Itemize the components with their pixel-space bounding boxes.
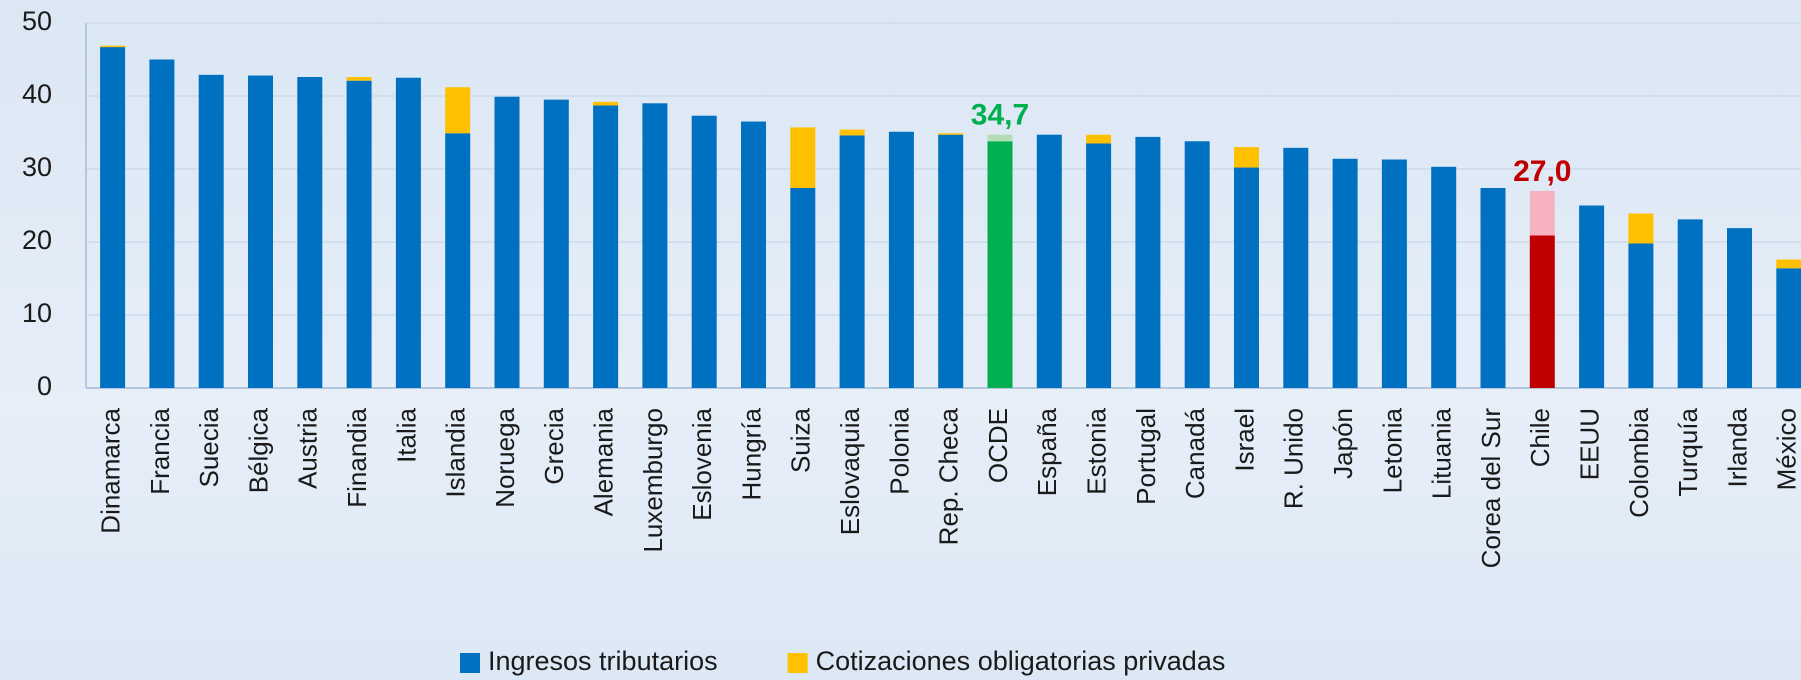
legend-label: Ingresos tributarios <box>488 646 718 676</box>
bar-segment <box>790 187 816 388</box>
bar-segment <box>888 131 914 388</box>
bar-segment <box>1776 259 1801 269</box>
bar-segment <box>100 47 126 389</box>
y-tick-label: 40 <box>22 79 52 109</box>
bar-segment <box>741 121 766 389</box>
bar-segment <box>543 99 569 389</box>
bar-segment <box>1184 141 1210 388</box>
bar-segment <box>395 77 421 388</box>
y-tick-label: 30 <box>22 152 52 182</box>
bar-segment <box>1579 205 1605 388</box>
x-tick-label: Noruega <box>490 407 520 507</box>
bar-segment <box>839 129 865 136</box>
bar-segment <box>1677 219 1703 388</box>
y-tick-label: 0 <box>37 371 52 401</box>
bar-segment <box>1234 167 1259 388</box>
x-tick-label: Finandia <box>342 407 372 507</box>
x-tick-label: Luxemburgo <box>638 408 668 553</box>
bar-segment <box>593 105 619 389</box>
bar-segment <box>987 134 1013 142</box>
x-tick-label: Suiza <box>786 407 816 473</box>
x-tick-label: Corea del Sur <box>1476 408 1506 569</box>
bar-segment <box>691 115 717 389</box>
bar-segment <box>297 77 323 389</box>
x-tick-label: Rep. Checa <box>934 407 964 545</box>
x-tick-label: Islandia <box>441 407 471 497</box>
bar-segment <box>100 45 126 48</box>
bar-segment <box>1628 243 1654 388</box>
x-tick-label: Israel <box>1229 408 1259 472</box>
bar-segment <box>1283 147 1309 388</box>
x-tick-label: Turquía <box>1673 407 1703 496</box>
x-tick-label: Eslovaquia <box>835 407 865 535</box>
bar-segment <box>346 77 372 81</box>
bar-segment <box>1036 134 1062 388</box>
x-tick-label: España <box>1032 407 1062 496</box>
y-tick-label: 10 <box>22 298 52 328</box>
x-tick-label: Eslovenia <box>687 407 717 520</box>
bar-segment <box>1135 136 1161 388</box>
x-tick-label: Polonia <box>884 407 914 494</box>
x-tick-label: Italia <box>391 407 421 462</box>
bar-segment <box>494 96 520 388</box>
bar-segment <box>1727 228 1752 388</box>
annotation: 27,0 <box>1513 155 1571 188</box>
y-tick-label: 20 <box>22 225 52 255</box>
x-tick-label: Portugal <box>1131 408 1161 505</box>
x-tick-label: Austria <box>293 407 323 488</box>
bar-segment <box>642 103 668 389</box>
x-tick-label: EEUU <box>1574 408 1604 480</box>
legend-swatch <box>460 653 480 673</box>
bar-segment <box>1431 166 1457 388</box>
x-tick-label: R. Unido <box>1279 408 1309 509</box>
bar-segment <box>149 59 175 388</box>
legend-swatch <box>787 653 808 673</box>
bar-segment <box>445 87 471 134</box>
x-tick-label: Lituania <box>1427 407 1457 499</box>
x-tick-label: OCDE <box>983 408 1013 483</box>
bar-segment <box>1628 213 1654 244</box>
bar-segment <box>1234 147 1259 168</box>
x-tick-label: Estonia <box>1081 407 1111 494</box>
bar-segment <box>198 74 224 388</box>
bar-segment <box>346 80 372 389</box>
bar-segment <box>790 127 816 188</box>
bar-segment <box>1332 158 1358 388</box>
x-tick-label: Hungría <box>736 407 766 500</box>
x-tick-label: Canadá <box>1180 407 1210 499</box>
bar-segment <box>839 135 865 388</box>
x-tick-label: Colombia <box>1624 407 1654 517</box>
bar-segment <box>1529 235 1555 388</box>
bar-segment <box>1480 187 1506 388</box>
bar-segment <box>1086 143 1112 388</box>
x-tick-label: Japón <box>1328 408 1358 479</box>
bar-segment <box>1529 190 1555 236</box>
x-tick-label: Letonia <box>1377 407 1407 493</box>
x-tick-label: Bélgica <box>243 407 273 493</box>
bar-segment <box>445 133 471 388</box>
x-tick-label: Alemania <box>588 407 618 516</box>
x-tick-label: México <box>1772 408 1801 490</box>
y-tick-label: 50 <box>22 6 52 36</box>
x-tick-label: Irlanda <box>1722 407 1752 487</box>
bar-segment <box>248 75 273 388</box>
bar-segment <box>1086 134 1112 144</box>
bar-segment <box>938 134 964 388</box>
x-tick-label: Francia <box>145 407 175 494</box>
annotation: 34,7 <box>971 99 1029 132</box>
x-tick-label: Grecia <box>539 407 569 484</box>
x-tick-label: Chile <box>1525 408 1555 467</box>
x-tick-label: Suecia <box>194 407 224 487</box>
x-tick-label: Dinamarca <box>95 407 125 533</box>
bar-segment <box>1381 159 1407 388</box>
bar-segment <box>1776 268 1801 388</box>
bar-segment <box>938 133 964 135</box>
bar-segment <box>987 141 1013 388</box>
bar-segment <box>593 101 619 106</box>
legend-label: Cotizaciones obligatorias privadas <box>816 646 1226 676</box>
